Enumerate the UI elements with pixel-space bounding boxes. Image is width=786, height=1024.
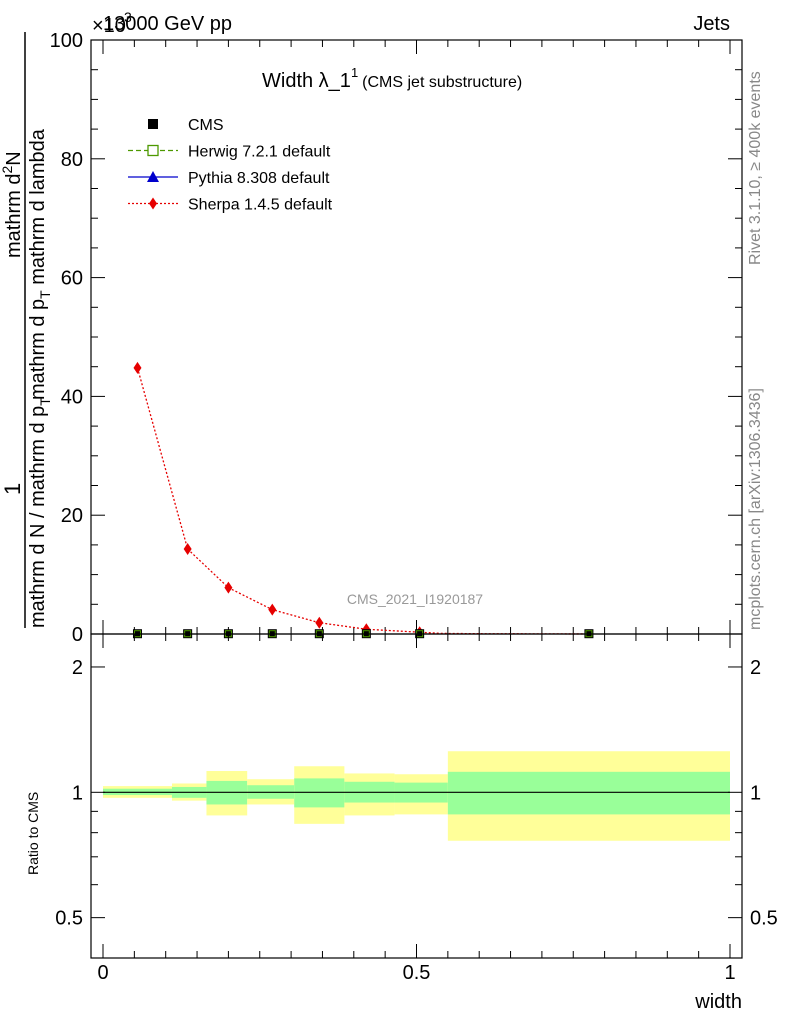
- legend-marker: [148, 119, 158, 129]
- svg-text:mathrm d2N: mathrm d2N: [0, 151, 25, 258]
- y-tick-label: 60: [61, 268, 83, 290]
- legend-item: CMS: [148, 117, 224, 134]
- x-tick-label: 1: [724, 962, 735, 984]
- x-axis-label: width: [694, 991, 742, 1013]
- svg-text:1: 1: [0, 483, 25, 495]
- x-tick-label: 0.5: [403, 962, 431, 984]
- process-label: Jets: [693, 13, 730, 35]
- legend-label: Pythia 8.308 default: [188, 170, 330, 187]
- ratio-tick-label: 1: [72, 782, 83, 804]
- ratio-tick-label: 0.5: [55, 908, 83, 930]
- svg-text:mathrm d N / mathrm d pT: mathrm d N / mathrm d pT: [27, 397, 53, 628]
- main-panel: 0 20 40 60 80 100 CMS_2021_I1920187 Width λ_1…: [50, 30, 743, 646]
- exponent-label: ×10: [92, 15, 126, 37]
- legend-marker: [149, 197, 157, 210]
- ratio-tick-label-right: 2: [750, 657, 761, 679]
- legend-marker: [147, 171, 159, 182]
- sherpa-point: [315, 616, 324, 629]
- y-tick-label: 100: [50, 30, 83, 52]
- y-tick-label: 20: [61, 505, 83, 527]
- sherpa-point: [183, 543, 192, 556]
- sherpa-point: [268, 603, 277, 616]
- y-tick-label: 0: [72, 624, 83, 646]
- ratio-panel: 0.5 0.5 1 1 2 2 Ratio to CMS: [25, 633, 778, 959]
- rivet-note: Rivet 3.1.10, ≥ 400k events: [747, 71, 764, 265]
- ratio-tick-label-right: 0.5: [750, 908, 778, 930]
- legend-label: CMS: [188, 117, 224, 134]
- legend-item: Sherpa 1.4.5 default: [128, 197, 333, 214]
- y-tick-label: 80: [61, 149, 83, 171]
- legend-marker: [147, 144, 159, 157]
- legend-label: Herwig 7.2.1 default: [188, 144, 331, 161]
- svg-text:mathrm d pT mathrm d lambda: mathrm d pT mathrm d lambda: [27, 128, 53, 400]
- sherpa-point: [133, 361, 142, 374]
- ratio-y-label: Ratio to CMS: [25, 792, 41, 875]
- y-axis-label: 1 mathrm d N / mathrm d pT mathrm d2N ma…: [0, 32, 53, 628]
- y-tick-label: 40: [61, 386, 83, 408]
- exponent-power: 3: [124, 9, 132, 25]
- legend-label: Sherpa 1.4.5 default: [188, 197, 333, 214]
- legend: CMS Herwig 7.2.1 default Pythia 8.308 defa…: [128, 117, 333, 214]
- legend-item: Pythia 8.308 default: [128, 170, 330, 187]
- energy-label: 13000 GeV pp: [103, 13, 232, 35]
- analysis-id: CMS_2021_I1920187: [347, 591, 483, 607]
- chart-title: Width λ_11(CMS jet substructure): [262, 65, 522, 92]
- mcplots-note: mcplots.cern.ch [arXiv:1306.3436]: [747, 388, 764, 630]
- x-tick-label: 0: [97, 962, 108, 984]
- ratio-band-inner: [447, 771, 730, 815]
- ratio-tick-label-right: 1: [750, 782, 761, 804]
- legend-item: Herwig 7.2.1 default: [128, 144, 331, 161]
- ratio-tick-label: 2: [72, 657, 83, 679]
- sherpa-point: [224, 581, 233, 594]
